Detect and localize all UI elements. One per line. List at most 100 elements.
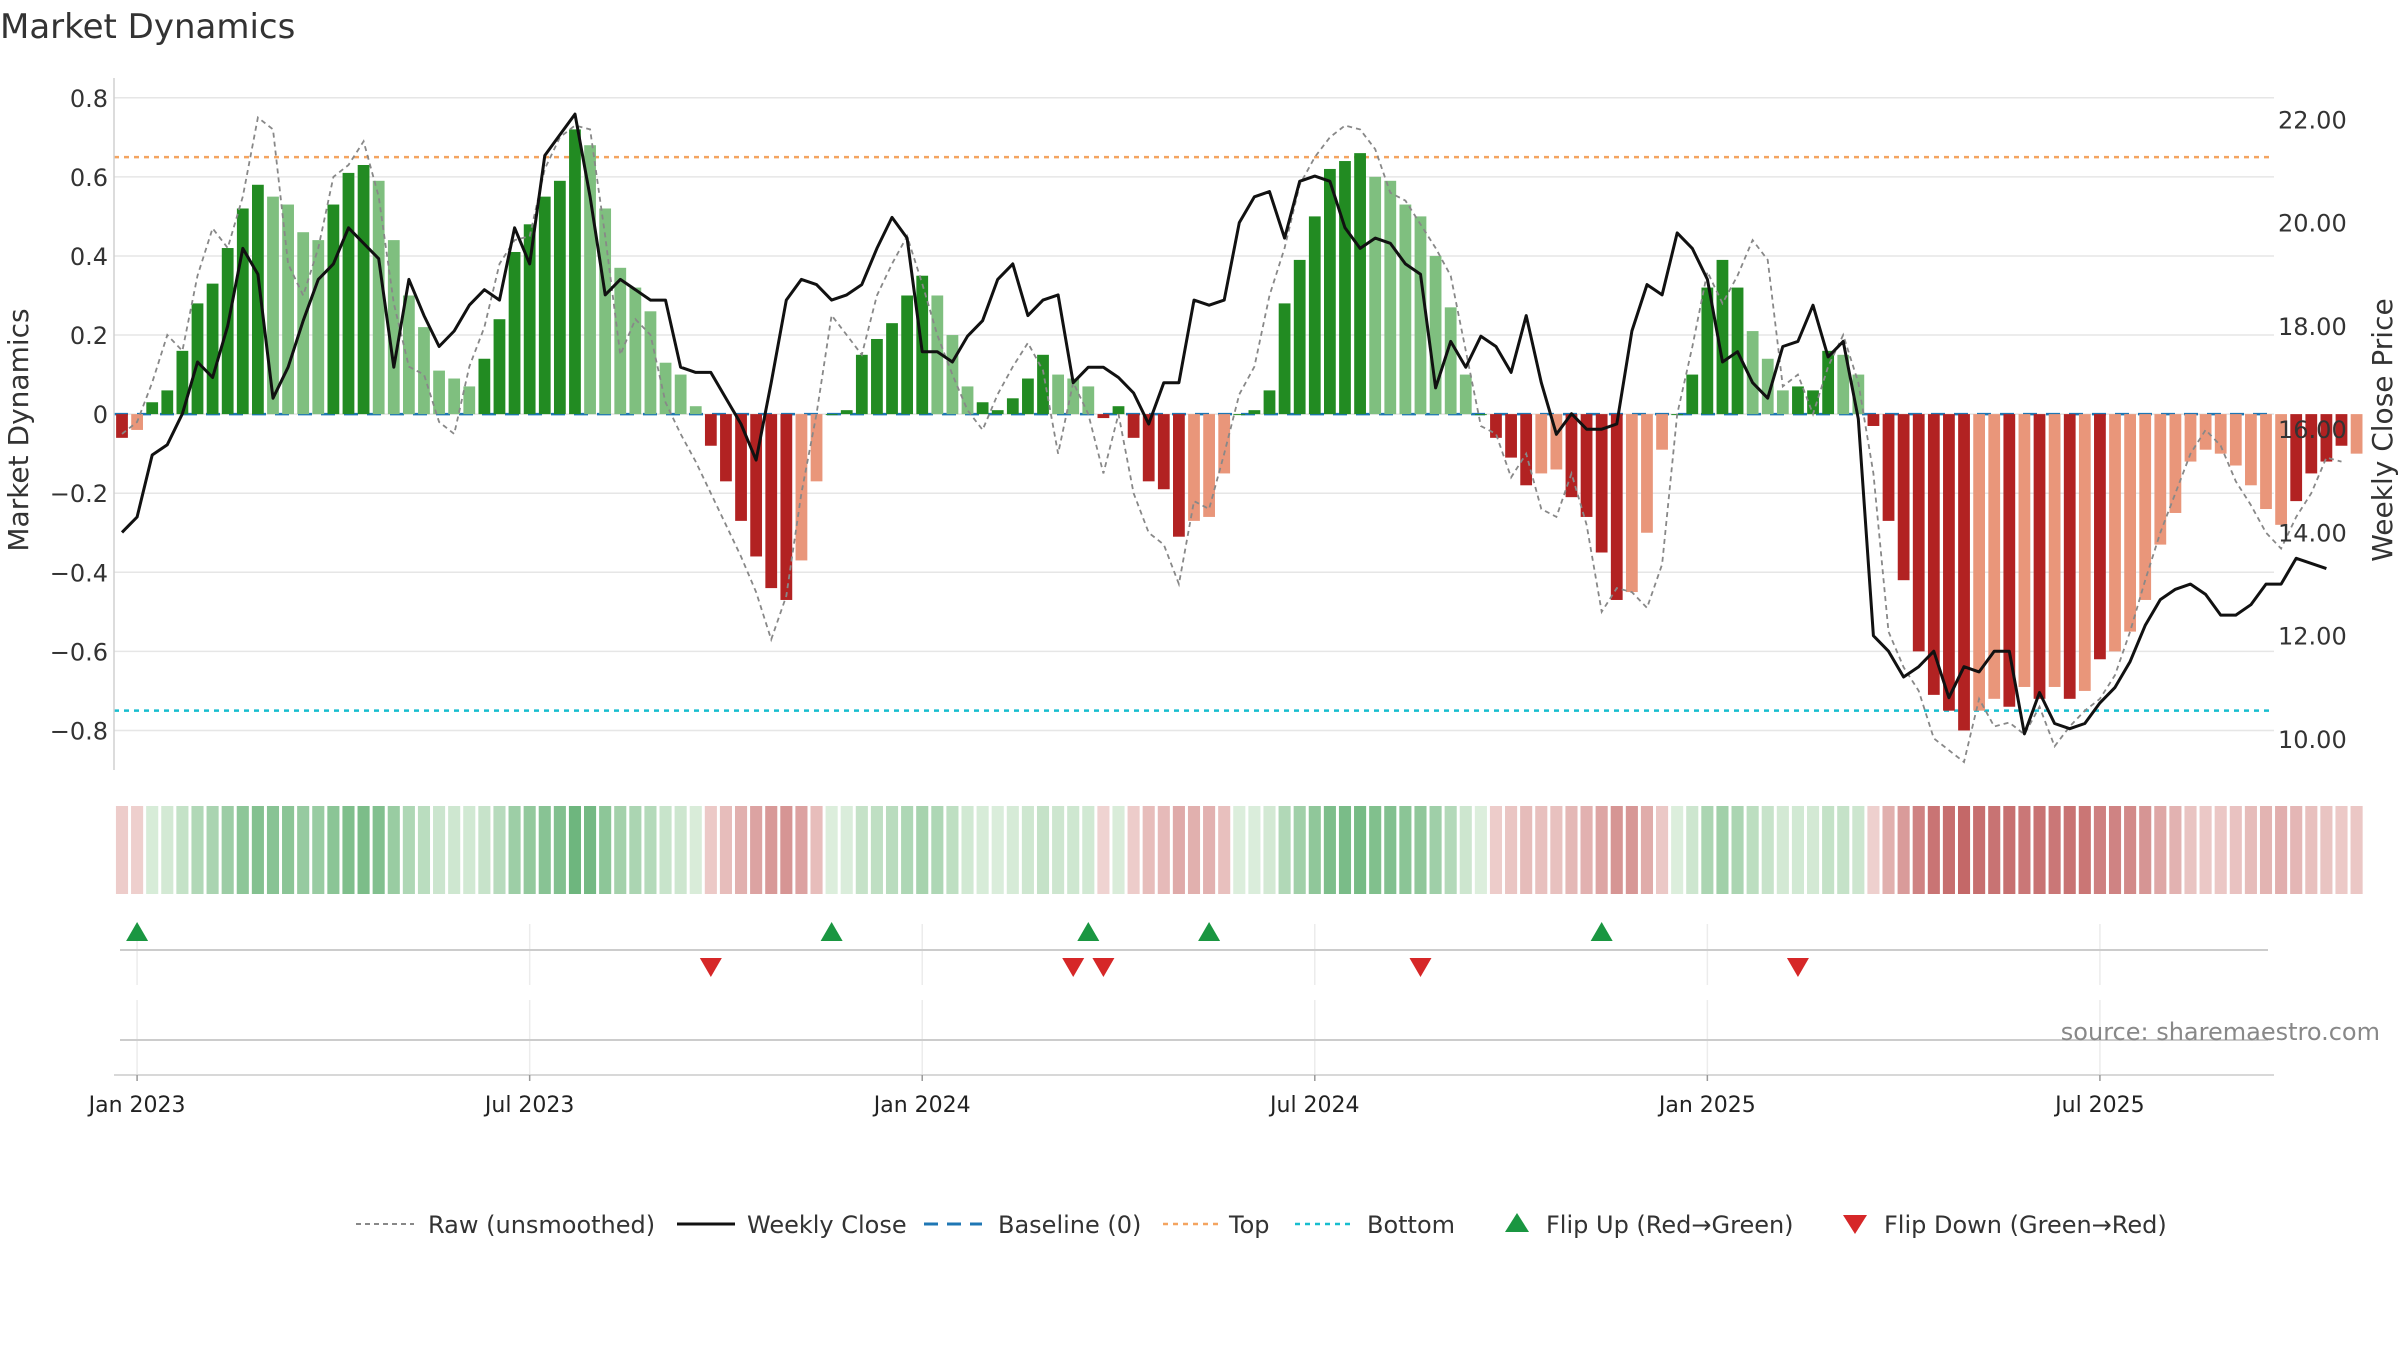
- bar: [765, 414, 778, 589]
- regime-cell: [1610, 806, 1623, 894]
- regime-cell: [2018, 806, 2031, 894]
- legend-swatch-flip-down: [1843, 1215, 1867, 1234]
- bar: [1625, 414, 1638, 593]
- bar: [387, 240, 400, 415]
- regime-cell: [1580, 806, 1593, 894]
- right-axis-label: Weekly Close Price: [2366, 298, 2399, 561]
- regime-cell: [1474, 806, 1487, 894]
- bar: [176, 350, 189, 415]
- regime-cell: [1701, 806, 1714, 894]
- regime-cell: [1323, 806, 1336, 894]
- bar: [689, 406, 702, 415]
- bar: [584, 145, 596, 415]
- regime-cell: [1097, 806, 1110, 894]
- regime-cell: [1822, 806, 1835, 894]
- bar: [2184, 414, 2197, 462]
- bar: [312, 240, 325, 415]
- bar: [1520, 414, 1533, 486]
- regime-strip: [115, 806, 2363, 894]
- legend-item: Baseline (0): [924, 1211, 1141, 1239]
- flip-up-marker: [126, 922, 149, 941]
- regime-cell: [644, 806, 657, 894]
- legend: Raw (unsmoothed) Weekly Close Baseline (0)…: [356, 1211, 2167, 1239]
- regime-cell: [870, 806, 883, 894]
- bar: [2018, 414, 2031, 687]
- flip-down-marker: [1786, 958, 1809, 977]
- regime-cell: [840, 806, 853, 894]
- regime-cell: [1837, 806, 1850, 894]
- regime-cell: [734, 806, 748, 894]
- bar: [1973, 414, 1986, 711]
- bar: [1429, 255, 1442, 415]
- regime-cell: [146, 806, 159, 894]
- regime-cell: [2259, 806, 2273, 894]
- chart-title: Market Dynamics: [0, 7, 295, 47]
- bar: [1761, 358, 1774, 415]
- regime-cell: [1293, 806, 1306, 894]
- flip-down-marker: [1092, 958, 1115, 977]
- bar: [2245, 414, 2257, 486]
- bar: [946, 335, 959, 415]
- regime-cell: [1806, 806, 1820, 894]
- bar: [1927, 414, 1940, 695]
- regime-cell: [493, 806, 506, 894]
- regime-cell: [1414, 806, 1427, 894]
- bar: [1248, 410, 1261, 415]
- left-tick-label: 0.8: [70, 85, 108, 113]
- bar: [463, 386, 476, 415]
- regime-cell: [478, 806, 491, 894]
- bar: [1565, 414, 1578, 498]
- legend-label: Top: [1228, 1211, 1270, 1239]
- regime-cell: [885, 806, 899, 894]
- legend-label: Bottom: [1367, 1211, 1455, 1239]
- bar: [1958, 414, 1970, 731]
- regime-cell: [1746, 806, 1759, 894]
- regime-cell: [463, 806, 476, 894]
- regime-cell: [1082, 806, 1095, 894]
- bar: [1490, 414, 1502, 438]
- bar: [282, 204, 294, 415]
- flip-down-marker: [1062, 958, 1085, 977]
- regime-cell: [1625, 806, 1638, 894]
- bar: [1943, 414, 1955, 711]
- regime-cell: [2139, 806, 2152, 894]
- bar: [976, 402, 989, 415]
- right-tick-label: 10.00: [2278, 726, 2347, 754]
- regime-cell: [433, 806, 446, 894]
- left-tick-label: 0: [93, 401, 108, 429]
- bar: [1988, 414, 2001, 699]
- regime-cell: [1006, 806, 1019, 894]
- bar: [1278, 303, 1291, 415]
- bar: [161, 390, 174, 415]
- bar: [1354, 153, 1366, 415]
- regime-cell: [1444, 806, 1457, 894]
- bar: [1384, 180, 1397, 415]
- bar: [2003, 414, 2016, 707]
- regime-cell: [1021, 806, 1034, 894]
- axes-layer: 0.8 0.6 0.4 0.2 0 −0.2 −0.4 −0.6 −0.8 22.00 20.00 1…: [50, 78, 2347, 1118]
- regime-cell: [2275, 806, 2288, 894]
- regime-cell: [931, 806, 944, 894]
- regime-cell: [1172, 806, 1185, 894]
- regime-cell: [855, 806, 868, 894]
- regime-cell: [1852, 806, 1865, 894]
- bar: [1414, 216, 1427, 415]
- regime-cell: [1203, 806, 1216, 894]
- bar: [342, 172, 355, 415]
- regime-cell: [2124, 806, 2137, 894]
- regime-cell: [372, 806, 385, 894]
- flip-up-marker: [820, 922, 843, 941]
- regime-cell: [1489, 806, 1503, 894]
- regime-cell: [1505, 806, 1518, 894]
- bar: [1052, 374, 1065, 415]
- x-tick-label: Jul 2025: [2053, 1093, 2145, 1118]
- bar: [931, 295, 944, 415]
- bar: [2048, 414, 2061, 687]
- regime-cell: [402, 806, 415, 894]
- regime-cell: [901, 806, 914, 894]
- regime-cell: [1036, 806, 1050, 894]
- regime-cell: [2108, 806, 2122, 894]
- bar: [1022, 378, 1034, 415]
- regime-cell: [206, 806, 219, 894]
- bar: [1641, 414, 1653, 533]
